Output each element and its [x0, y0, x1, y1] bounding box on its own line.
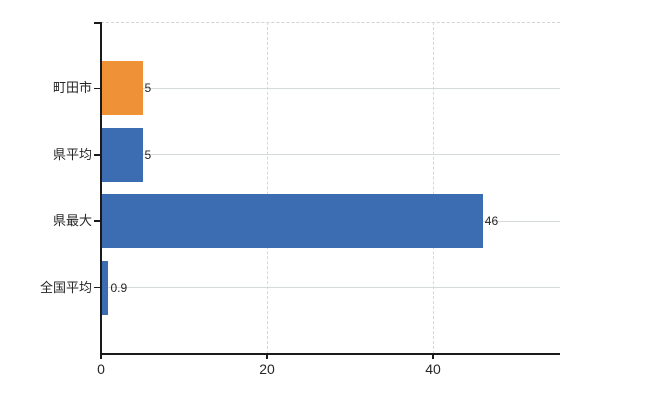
x-tick-label: 0	[97, 361, 105, 377]
bar-value-label: 5	[144, 81, 152, 96]
bar	[101, 260, 109, 315]
category-label: 町田市	[52, 80, 92, 96]
h-gridline	[101, 87, 560, 89]
x-tick-label: 40	[425, 361, 441, 377]
category-label: 県平均	[52, 146, 92, 162]
v-gridline	[433, 22, 434, 354]
bar-value-label: 0.9	[110, 280, 128, 295]
bar-value-label: 5	[144, 147, 152, 162]
x-tick-label: 20	[259, 361, 275, 377]
x-tick-mark	[266, 354, 268, 359]
category-tick	[94, 286, 101, 289]
bar	[101, 61, 143, 116]
category-tick	[94, 220, 101, 222]
plot-area: 5 5 46 0.9	[101, 22, 560, 354]
y-axis-top-tick	[94, 22, 101, 24]
v-gridline	[267, 22, 268, 354]
x-tick-mark	[432, 354, 434, 359]
category-label: 県最大	[52, 213, 92, 229]
category-tick	[94, 87, 101, 90]
x-tick-mark	[100, 354, 102, 359]
plot-top-border	[101, 22, 560, 23]
bar-value-label: 46	[484, 214, 499, 229]
x-axis-line	[100, 353, 560, 355]
h-gridline	[101, 287, 560, 289]
bar	[101, 194, 483, 249]
y-axis-line	[100, 22, 102, 355]
category-tick	[94, 154, 101, 156]
bar	[101, 127, 143, 182]
h-gridline	[101, 154, 560, 156]
category-label: 全国平均	[39, 279, 92, 295]
